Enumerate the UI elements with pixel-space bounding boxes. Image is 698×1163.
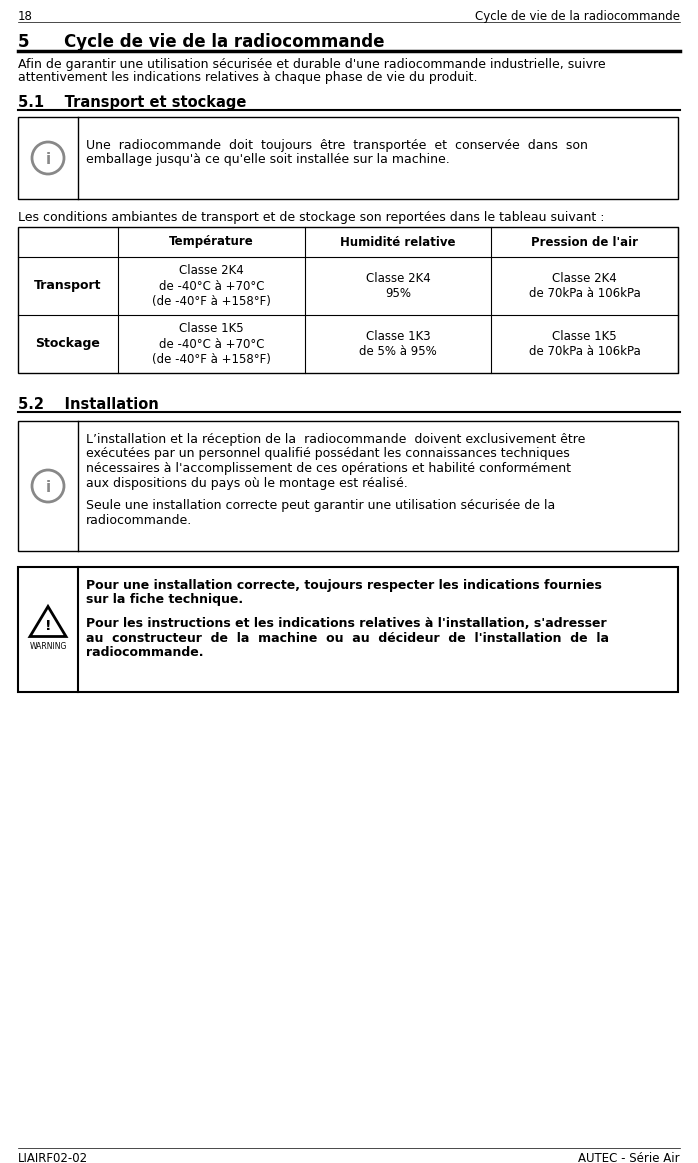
Text: WARNING: WARNING [29,642,67,651]
Text: au  constructeur  de  la  machine  ou  au  décideur  de  l'installation  de  la: au constructeur de la machine ou au déci… [86,632,609,644]
Text: Pour une installation correcte, toujours respecter les indications fournies: Pour une installation correcte, toujours… [86,579,602,592]
Text: emballage jusqu'à ce qu'elle soit installée sur la machine.: emballage jusqu'à ce qu'elle soit instal… [86,154,450,166]
Text: Cycle de vie de la radiocommande: Cycle de vie de la radiocommande [475,10,680,23]
Text: radiocommande.: radiocommande. [86,645,204,659]
Text: Classe 1K5
de -40°C à +70°C
(de -40°F à +158°F): Classe 1K5 de -40°C à +70°C (de -40°F à … [152,322,271,365]
Text: Classe 1K3
de 5% à 95%: Classe 1K3 de 5% à 95% [359,330,437,358]
Text: Seule une installation correcte peut garantir une utilisation sécurisée de la: Seule une installation correcte peut gar… [86,499,555,512]
Text: AUTEC - Série Air: AUTEC - Série Air [579,1153,680,1163]
Text: 5.2    Installation: 5.2 Installation [18,397,158,412]
Text: 18: 18 [18,10,33,23]
Text: Pression de l'air: Pression de l'air [531,235,638,249]
Text: radiocommande.: radiocommande. [86,514,192,527]
Text: !: ! [45,619,51,633]
Text: Transport: Transport [34,279,102,293]
Text: i: i [45,479,50,494]
Text: Les conditions ambiantes de transport et de stockage son reportées dans le table: Les conditions ambiantes de transport et… [18,211,604,224]
Text: Afin de garantir une utilisation sécurisée et durable d'une radiocommande indust: Afin de garantir une utilisation sécuris… [18,58,606,71]
Text: Classe 2K4
95%: Classe 2K4 95% [366,272,431,300]
Text: LIAIRF02-02: LIAIRF02-02 [18,1153,88,1163]
Text: L’installation et la réception de la  radiocommande  doivent exclusivement être: L’installation et la réception de la rad… [86,433,586,445]
Text: Pour les instructions et les indications relatives à l'installation, s'adresser: Pour les instructions et les indications… [86,618,607,630]
Bar [18,421,678,551]
Text: Température: Température [169,235,253,249]
Bar [18,227,678,373]
Text: Humidité relative: Humidité relative [340,235,456,249]
Text: Stockage: Stockage [36,337,101,350]
Text: 5      Cycle de vie de la radiocommande: 5 Cycle de vie de la radiocommande [18,33,385,51]
Text: i: i [45,151,50,166]
Bar [18,568,678,692]
Text: nécessaires à l'accomplissement de ces opérations et habilité conformément: nécessaires à l'accomplissement de ces o… [86,462,571,475]
Text: attentivement les indications relatives à chaque phase de vie du produit.: attentivement les indications relatives … [18,71,477,84]
Text: exécutées par un personnel qualifié possédant les connaissances techniques: exécutées par un personnel qualifié poss… [86,448,570,461]
Text: sur la fiche technique.: sur la fiche technique. [86,593,243,606]
Text: Une  radiocommande  doit  toujours  être  transportée  et  conservée  dans  son: Une radiocommande doit toujours être tra… [86,140,588,152]
Bar [18,117,678,199]
Text: Classe 2K4
de -40°C à +70°C
(de -40°F à +158°F): Classe 2K4 de -40°C à +70°C (de -40°F à … [152,264,271,307]
Text: aux dispositions du pays où le montage est réalisé.: aux dispositions du pays où le montage e… [86,477,408,490]
Text: Classe 2K4
de 70kPa à 106kPa: Classe 2K4 de 70kPa à 106kPa [529,272,641,300]
Text: Classe 1K5
de 70kPa à 106kPa: Classe 1K5 de 70kPa à 106kPa [529,330,641,358]
Text: 5.1    Transport et stockage: 5.1 Transport et stockage [18,95,246,110]
